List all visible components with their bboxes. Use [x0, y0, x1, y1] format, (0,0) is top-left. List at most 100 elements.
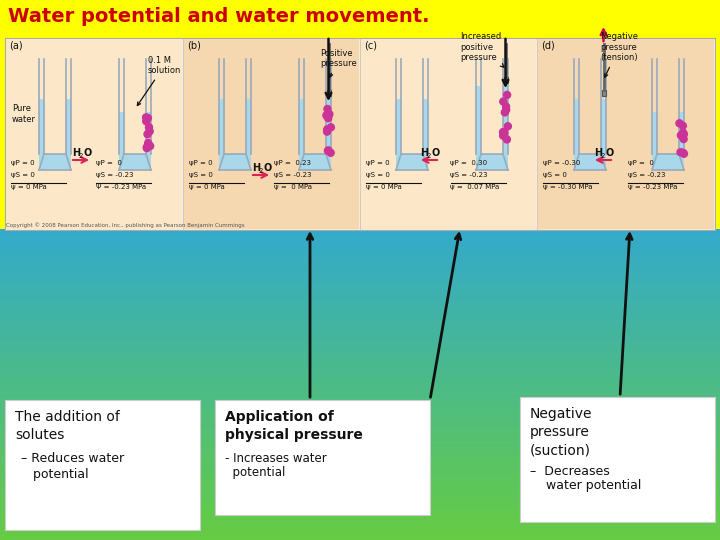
Bar [0, 356, 720, 360]
Bar [0, 424, 720, 428]
Bar [374, 230, 382, 540]
Bar [0, 530, 720, 534]
Circle shape [328, 124, 334, 131]
Text: ψ = 0 MPa: ψ = 0 MPa [11, 184, 47, 190]
Text: physical pressure: physical pressure [225, 428, 363, 442]
Bar [503, 77, 508, 83]
Bar [0, 480, 720, 484]
Bar [194, 230, 202, 540]
Text: 2: 2 [601, 153, 606, 159]
Bar [0, 332, 720, 335]
Bar [101, 230, 109, 540]
Circle shape [145, 114, 151, 122]
Text: – Reduces water: – Reduces water [21, 452, 124, 465]
Bar [0, 458, 720, 462]
Bar [215, 400, 430, 515]
Bar [115, 230, 123, 540]
Bar [403, 230, 411, 540]
Bar [562, 230, 570, 540]
Bar [0, 427, 720, 431]
Bar [0, 328, 720, 332]
Bar [0, 366, 720, 369]
Bar [0, 307, 720, 310]
Bar [511, 230, 519, 540]
Text: ψ = 0 MPa: ψ = 0 MPa [189, 184, 225, 190]
Bar [0, 260, 720, 264]
Bar [0, 381, 720, 385]
Text: H: H [252, 163, 260, 173]
Bar [0, 279, 720, 283]
Bar [713, 230, 720, 540]
Bar [0, 257, 720, 261]
Bar [7, 230, 15, 540]
Circle shape [145, 124, 153, 131]
Circle shape [503, 136, 510, 143]
Bar [0, 452, 720, 456]
Bar [0, 477, 720, 481]
Bar [338, 230, 346, 540]
Bar [0, 508, 720, 512]
Bar [652, 112, 657, 154]
Bar [219, 99, 224, 154]
Bar [0, 415, 720, 419]
Bar [601, 99, 606, 154]
Bar [360, 230, 368, 540]
Bar [0, 338, 720, 342]
Bar [0, 254, 720, 258]
Bar [0, 409, 720, 413]
Text: pressure: pressure [530, 425, 590, 439]
Circle shape [680, 129, 687, 136]
Bar [0, 272, 720, 276]
Bar [0, 288, 720, 292]
Circle shape [500, 129, 507, 136]
Circle shape [143, 145, 150, 152]
Bar [0, 263, 720, 267]
Text: Application of: Application of [225, 410, 334, 424]
Bar [0, 266, 720, 271]
Bar [0, 294, 720, 298]
Circle shape [677, 148, 684, 156]
Bar [533, 230, 541, 540]
Bar [324, 230, 332, 540]
Bar [554, 230, 562, 540]
Text: - Increases water: - Increases water [225, 452, 327, 465]
Bar [0, 322, 720, 326]
Bar [619, 230, 627, 540]
Bar [326, 99, 331, 154]
Bar [0, 511, 720, 515]
Bar [223, 230, 231, 540]
Bar [497, 230, 505, 540]
Text: Increased
positive
pressure: Increased positive pressure [460, 32, 504, 67]
Bar [634, 230, 642, 540]
Bar [108, 230, 116, 540]
Text: Pure
water: Pure water [12, 104, 36, 124]
Bar [146, 112, 151, 154]
Text: O: O [605, 148, 613, 158]
Bar [626, 230, 634, 540]
Text: ψP =  0.23: ψP = 0.23 [274, 160, 310, 166]
Text: ψ = -0.23 MPa: ψ = -0.23 MPa [628, 184, 678, 190]
Text: ψP =  0: ψP = 0 [96, 160, 122, 166]
Bar [0, 396, 720, 401]
Text: O: O [83, 148, 91, 158]
Bar [252, 230, 260, 540]
Bar [246, 99, 251, 154]
Text: ψS = 0: ψS = 0 [11, 172, 35, 178]
Bar [0, 523, 720, 528]
Bar [461, 230, 469, 540]
Bar [454, 230, 462, 540]
Text: Copyright © 2008 Pearson Education, Inc., publishing as Pearson Benjamin Cumming: Copyright © 2008 Pearson Education, Inc.… [6, 222, 245, 228]
Bar [36, 230, 44, 540]
Bar [0, 526, 720, 531]
Bar [662, 230, 670, 540]
Bar [0, 483, 720, 487]
Bar [0, 502, 720, 506]
Circle shape [326, 111, 333, 118]
Bar [66, 99, 71, 154]
Circle shape [505, 123, 511, 130]
Bar [0, 384, 720, 388]
Bar [209, 230, 217, 540]
Text: 2: 2 [259, 168, 264, 174]
Text: ψS = -0.23: ψS = -0.23 [628, 172, 665, 178]
Bar [0, 499, 720, 503]
